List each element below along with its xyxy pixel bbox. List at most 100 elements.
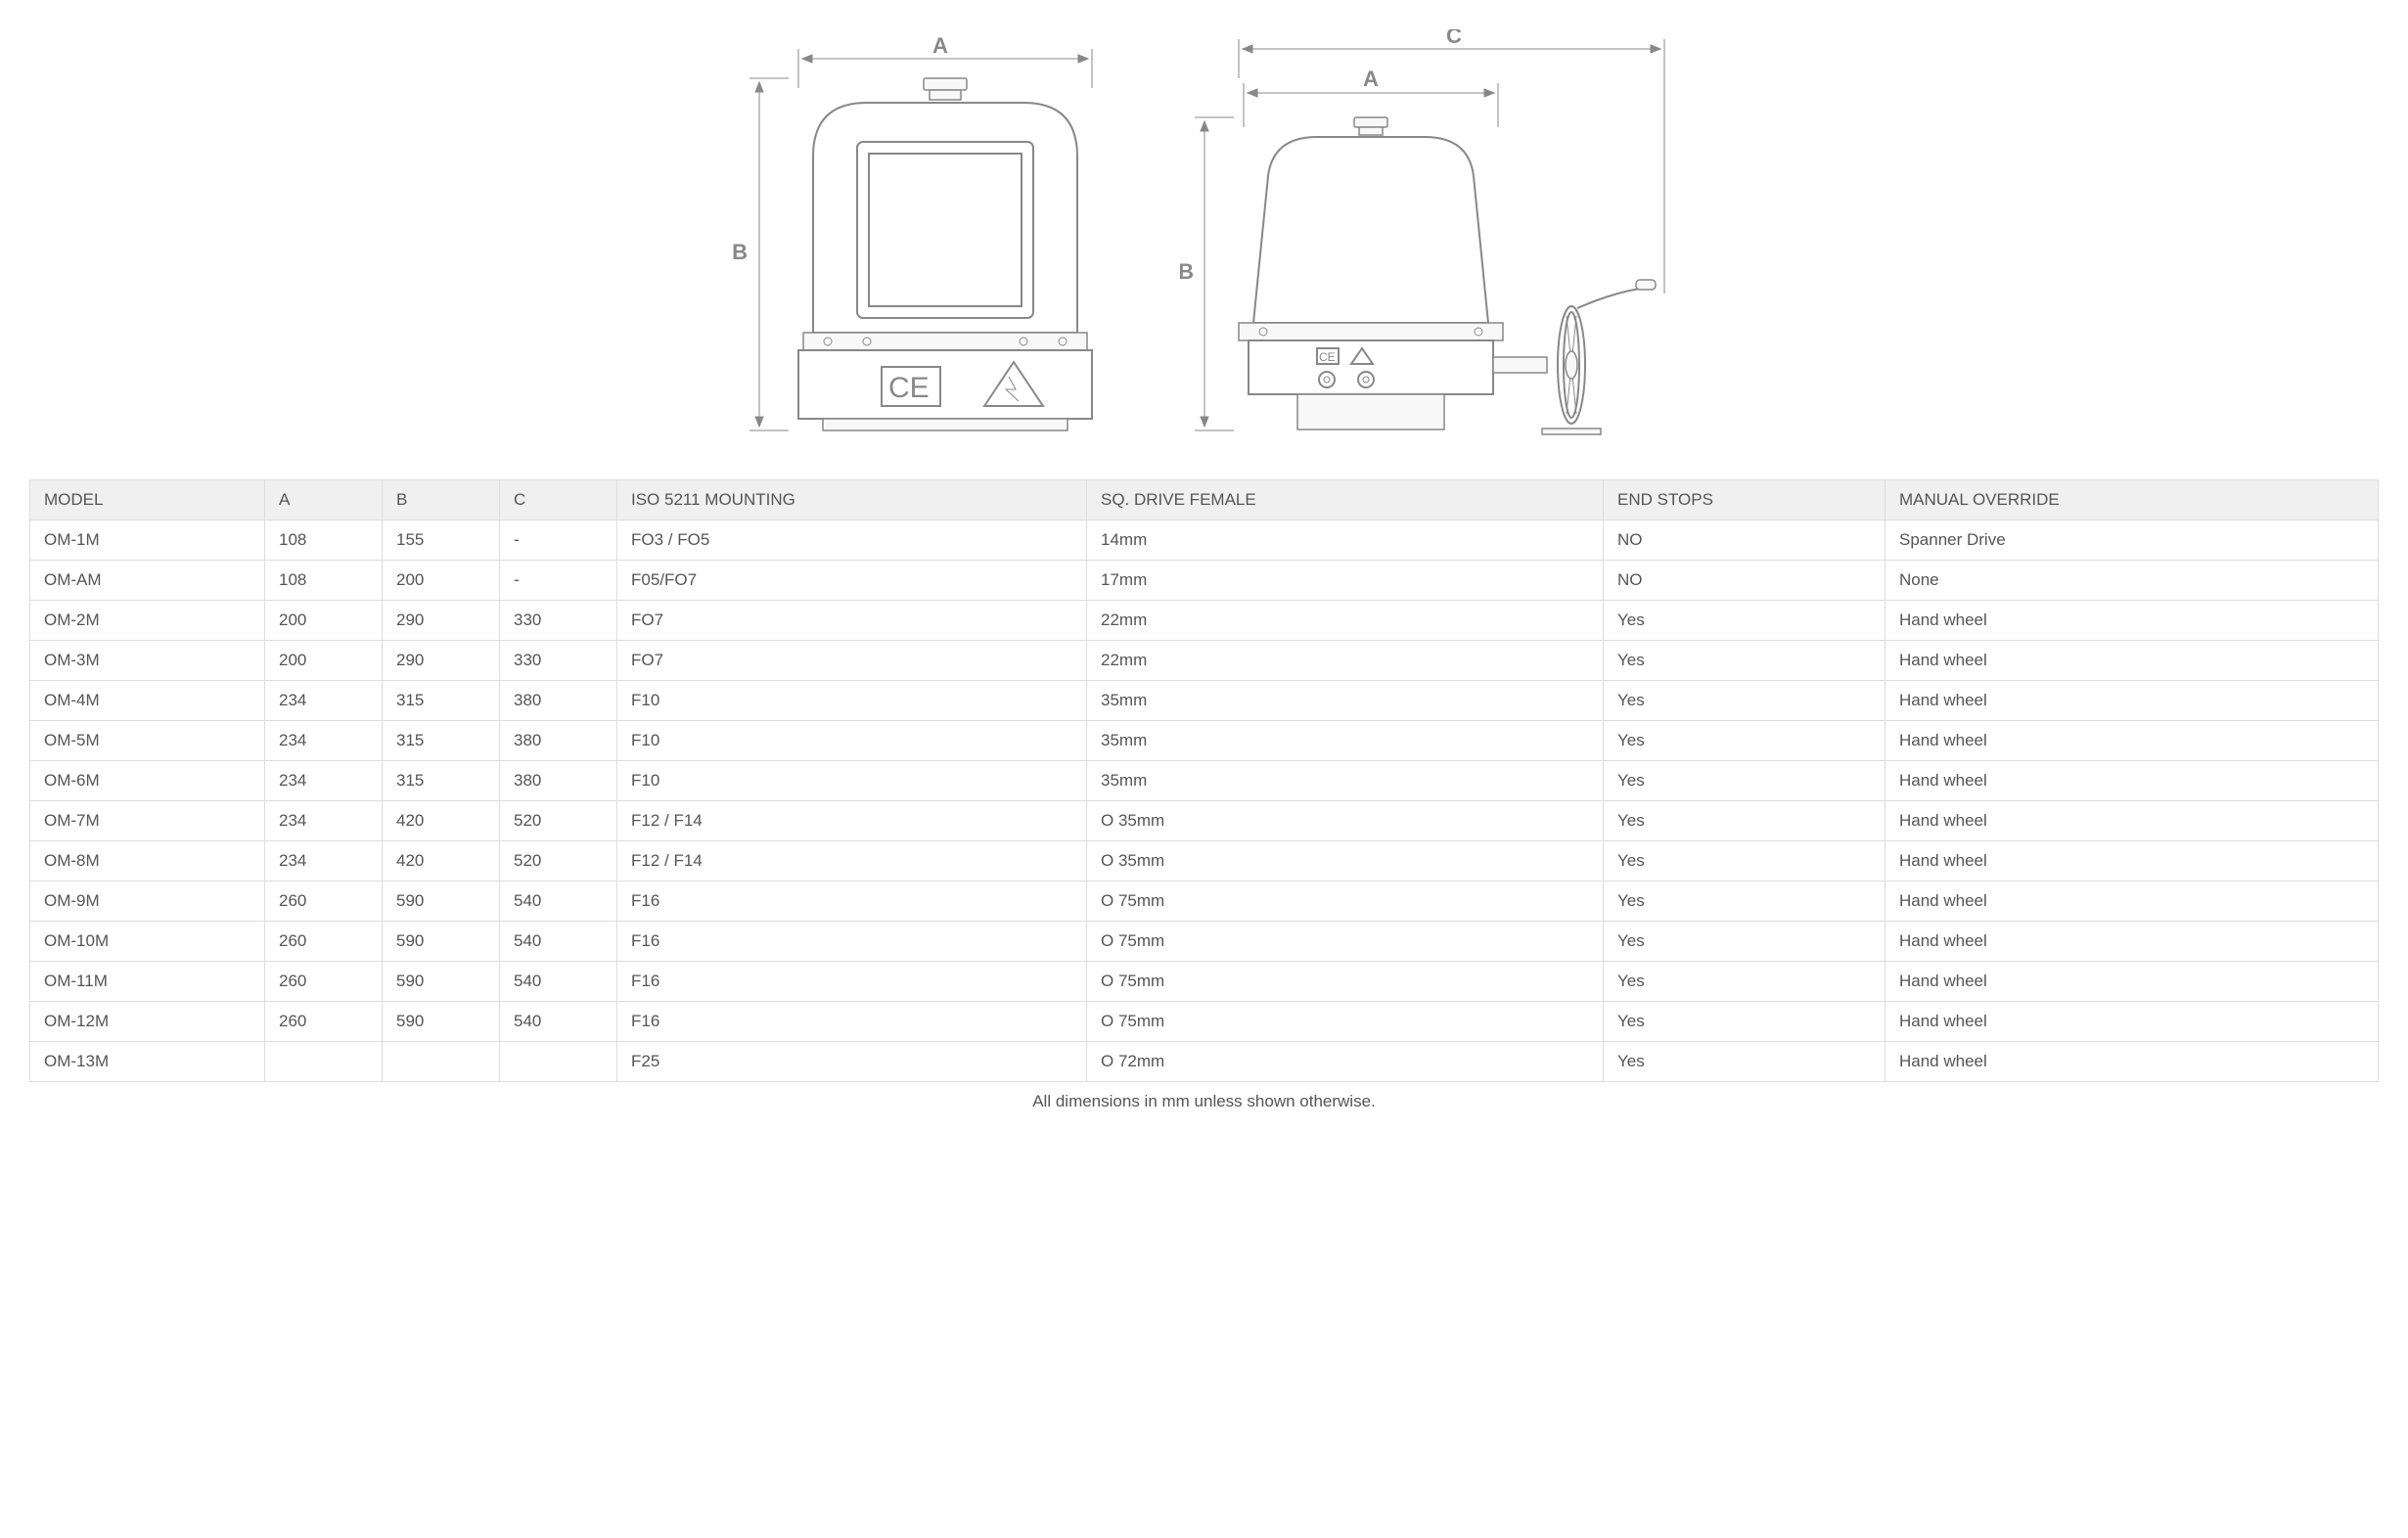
table-cell: Yes xyxy=(1604,1002,1886,1042)
table-cell: 380 xyxy=(500,761,617,801)
column-header: SQ. DRIVE FEMALE xyxy=(1087,480,1604,520)
table-row: OM-9M260590540F16O 75mmYesHand wheel xyxy=(30,882,2379,922)
table-cell: FO7 xyxy=(617,601,1087,641)
table-cell xyxy=(500,1042,617,1082)
table-cell: 35mm xyxy=(1087,761,1604,801)
table-cell: 35mm xyxy=(1087,721,1604,761)
column-header: MODEL xyxy=(30,480,265,520)
table-cell: 290 xyxy=(383,641,500,681)
table-cell: 380 xyxy=(500,721,617,761)
table-cell: 234 xyxy=(265,681,383,721)
table-cell: F10 xyxy=(617,761,1087,801)
table-cell: FO3 / FO5 xyxy=(617,520,1087,561)
table-cell: 200 xyxy=(383,561,500,601)
table-cell: Spanner Drive xyxy=(1886,520,2379,561)
table-cell: 22mm xyxy=(1087,641,1604,681)
dimensions-table: MODELABCISO 5211 MOUNTINGSQ. DRIVE FEMAL… xyxy=(29,479,2379,1082)
table-cell xyxy=(265,1042,383,1082)
table-cell xyxy=(383,1042,500,1082)
table-cell: Hand wheel xyxy=(1886,601,2379,641)
column-header: ISO 5211 MOUNTING xyxy=(617,480,1087,520)
table-cell: Yes xyxy=(1604,841,1886,882)
table-cell: 380 xyxy=(500,681,617,721)
column-header: END STOPS xyxy=(1604,480,1886,520)
table-cell: F12 / F14 xyxy=(617,801,1087,841)
table-row: OM-AM108200-F05/FO717mmNONone xyxy=(30,561,2379,601)
table-cell: OM-3M xyxy=(30,641,265,681)
table-cell: Yes xyxy=(1604,1042,1886,1082)
table-cell: F16 xyxy=(617,922,1087,962)
table-cell: 260 xyxy=(265,882,383,922)
table-row: OM-12M260590540F16O 75mmYesHand wheel xyxy=(30,1002,2379,1042)
table-cell: OM-10M xyxy=(30,922,265,962)
table-cell: 200 xyxy=(265,601,383,641)
table-cell: F16 xyxy=(617,882,1087,922)
table-cell: O 35mm xyxy=(1087,801,1604,841)
dim-label-a2: A xyxy=(1363,67,1379,91)
dim-label-b2: B xyxy=(1180,259,1194,284)
dim-label-b: B xyxy=(732,240,748,264)
table-cell: 420 xyxy=(383,841,500,882)
table-cell: F25 xyxy=(617,1042,1087,1082)
table-cell: F10 xyxy=(617,721,1087,761)
table-cell: Hand wheel xyxy=(1886,801,2379,841)
table-cell: 540 xyxy=(500,882,617,922)
column-header: MANUAL OVERRIDE xyxy=(1886,480,2379,520)
table-cell: 234 xyxy=(265,841,383,882)
table-cell: OM-1M xyxy=(30,520,265,561)
table-row: OM-2M200290330FO722mmYesHand wheel xyxy=(30,601,2379,641)
table-cell: OM-13M xyxy=(30,1042,265,1082)
table-cell: OM-7M xyxy=(30,801,265,841)
table-cell: Yes xyxy=(1604,681,1886,721)
table-cell: F16 xyxy=(617,1002,1087,1042)
table-cell: Hand wheel xyxy=(1886,962,2379,1002)
table-cell: Hand wheel xyxy=(1886,761,2379,801)
table-cell: 234 xyxy=(265,761,383,801)
table-cell: Hand wheel xyxy=(1886,841,2379,882)
table-cell: Yes xyxy=(1604,721,1886,761)
table-cell: Yes xyxy=(1604,962,1886,1002)
table-cell: F16 xyxy=(617,962,1087,1002)
column-header: A xyxy=(265,480,383,520)
table-row: OM-7M234420520F12 / F14O 35mmYesHand whe… xyxy=(30,801,2379,841)
table-cell: 590 xyxy=(383,882,500,922)
table-row: OM-10M260590540F16O 75mmYesHand wheel xyxy=(30,922,2379,962)
table-cell: 108 xyxy=(265,561,383,601)
diagram-front-view: A B CE xyxy=(720,29,1141,450)
table-cell: 590 xyxy=(383,922,500,962)
table-cell: 540 xyxy=(500,962,617,1002)
table-cell: - xyxy=(500,520,617,561)
table-cell: 590 xyxy=(383,1002,500,1042)
table-cell: 330 xyxy=(500,601,617,641)
table-cell: O 72mm xyxy=(1087,1042,1604,1082)
table-cell: OM-4M xyxy=(30,681,265,721)
table-cell: OM-9M xyxy=(30,882,265,922)
diagram-side-view: C A B xyxy=(1180,29,1689,450)
svg-text:CE: CE xyxy=(888,372,930,404)
table-cell: None xyxy=(1886,561,2379,601)
table-cell: F10 xyxy=(617,681,1087,721)
table-cell: 108 xyxy=(265,520,383,561)
table-row: OM-4M234315380F1035mmYesHand wheel xyxy=(30,681,2379,721)
column-header: C xyxy=(500,480,617,520)
table-cell: 315 xyxy=(383,721,500,761)
table-cell: OM-11M xyxy=(30,962,265,1002)
table-cell: Hand wheel xyxy=(1886,681,2379,721)
table-row: OM-8M234420520F12 / F14O 35mmYesHand whe… xyxy=(30,841,2379,882)
table-cell: OM-6M xyxy=(30,761,265,801)
table-cell: OM-AM xyxy=(30,561,265,601)
diagram-area: A B CE xyxy=(29,20,2379,460)
table-cell: - xyxy=(500,561,617,601)
table-row: OM-11M260590540F16O 75mmYesHand wheel xyxy=(30,962,2379,1002)
table-cell: F05/FO7 xyxy=(617,561,1087,601)
table-cell: Hand wheel xyxy=(1886,882,2379,922)
table-cell: O 35mm xyxy=(1087,841,1604,882)
table-cell: 540 xyxy=(500,1002,617,1042)
table-row: OM-6M234315380F1035mmYesHand wheel xyxy=(30,761,2379,801)
table-cell: Yes xyxy=(1604,761,1886,801)
table-cell: Yes xyxy=(1604,801,1886,841)
table-cell: Hand wheel xyxy=(1886,721,2379,761)
table-cell: Hand wheel xyxy=(1886,641,2379,681)
table-cell: 14mm xyxy=(1087,520,1604,561)
table-cell: 260 xyxy=(265,962,383,1002)
